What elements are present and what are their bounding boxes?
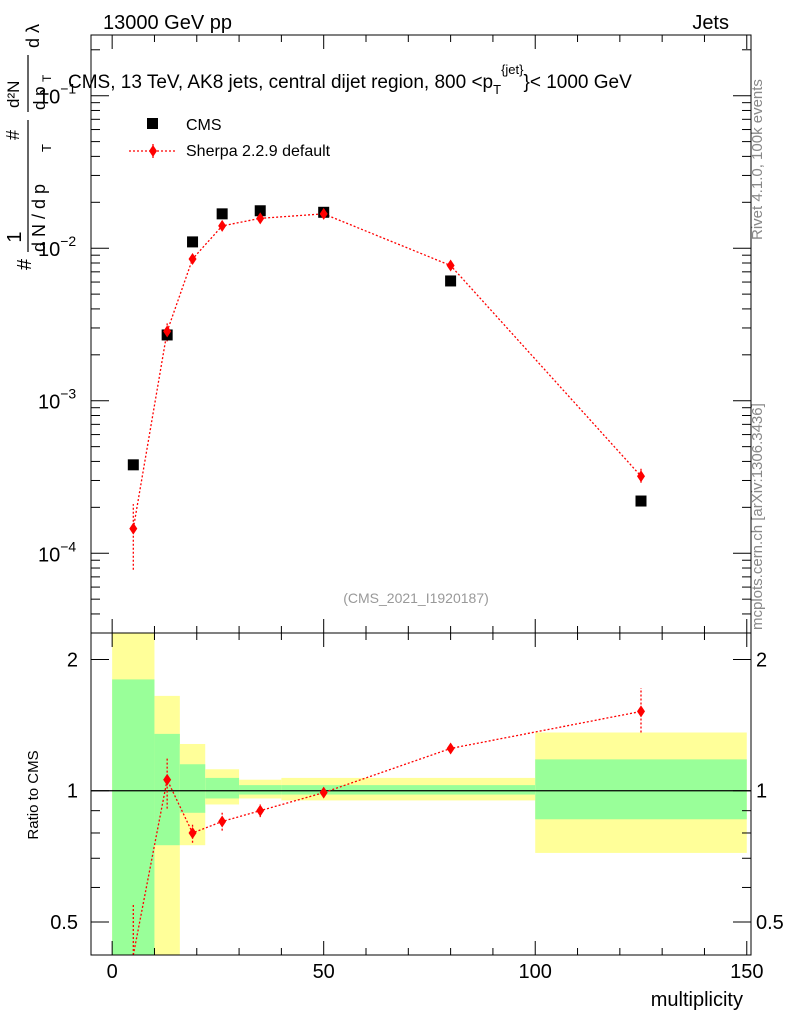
sherpa-point <box>163 325 172 338</box>
plot-title: CMS, 13 TeV, AK8 jets, central dijet reg… <box>68 62 632 97</box>
main-ytick-exponent: −3 <box>60 386 76 402</box>
ratio-sherpa-point <box>163 773 172 786</box>
ratio-sherpa-point <box>319 786 328 799</box>
legend: CMS Sherpa 2.2.9 default <box>129 117 331 160</box>
ratio-stat-uncertainty-band <box>239 785 282 795</box>
main-ytick-label: 10−3 <box>38 386 76 414</box>
xtick-label: 150 <box>730 961 763 983</box>
ratio-sherpa-line <box>132 710 642 956</box>
sherpa-point <box>218 219 227 232</box>
cms-point <box>216 208 228 220</box>
ratio-stat-uncertainty-band <box>154 733 180 846</box>
cms-point <box>187 236 199 248</box>
cms-point <box>127 459 139 471</box>
svg-text:#: # <box>14 258 36 270</box>
sherpa-point <box>129 522 138 535</box>
header-left: 13000 GeV pp <box>103 12 232 34</box>
svg-text:T: T <box>40 74 54 82</box>
xtick-label: 100 <box>519 961 552 983</box>
legend-sherpa-marker <box>149 145 157 157</box>
rivet-version-label: Rivet 4.1.0, 100k events <box>749 79 766 240</box>
svg-text:T: T <box>39 144 54 152</box>
sherpa-point <box>319 207 328 220</box>
sherpa-point <box>188 252 197 265</box>
sherpa-point <box>256 212 265 225</box>
ratio-sherpa-point <box>218 815 227 828</box>
ratio-sherpa-point <box>256 804 265 817</box>
svg-text:1: 1 <box>4 231 26 242</box>
ratio-stat-uncertainty-band <box>205 777 240 799</box>
analysis-watermark: (CMS_2021_I1920187) <box>343 590 489 606</box>
ratio-stat-uncertainty-band <box>179 764 206 813</box>
ratio-ytick-label-right: 1 <box>756 781 767 803</box>
legend-cms-label: CMS <box>186 117 222 134</box>
main-axes: 10−110−210−310−4 <box>38 35 751 634</box>
ratio-ytick-label-right: 0.5 <box>756 912 784 934</box>
sherpa-line <box>132 213 642 529</box>
svg-text:d p: d p <box>30 86 49 110</box>
ratio-stat-uncertainty-band <box>535 759 747 820</box>
legend-sherpa-label: Sherpa 2.2.9 default <box>186 143 331 160</box>
ratio-sherpa-point <box>446 742 455 755</box>
main-ytick-label: 10−4 <box>38 538 76 566</box>
cms-point <box>635 495 647 507</box>
ratio-ytick-label: 1 <box>67 781 78 803</box>
main-series <box>127 205 647 570</box>
ratio-series <box>132 688 645 956</box>
ratio-ytick-label: 2 <box>67 649 78 671</box>
xtick-label: 50 <box>313 961 335 983</box>
ratio-sherpa-point <box>188 826 197 839</box>
cms-point <box>254 205 266 217</box>
svg-text:d λ: d λ <box>23 24 43 48</box>
ratio-sherpa-point <box>637 705 645 718</box>
cms-point <box>445 275 457 287</box>
ratio-ytick-label-right: 2 <box>756 649 767 671</box>
ratio-stat-uncertainty-band <box>281 785 536 795</box>
main-ytick-exponent: −4 <box>60 538 76 554</box>
main-ylabel: # 1 d N / d p T # d²N d p T d λ <box>3 24 54 270</box>
xlabel: multiplicity <box>651 989 743 1011</box>
legend-cms-marker <box>147 118 158 129</box>
ratio-plot-frame <box>90 632 752 956</box>
svg-text:#: # <box>3 130 23 140</box>
main-ytick-exponent: −2 <box>60 233 76 249</box>
ratio-ylabel: Ratio to CMS <box>25 750 42 839</box>
mcplots-label: mcplots.cern.ch [arXiv:1306.3436] <box>749 403 766 630</box>
svg-text:d N / d p: d N / d p <box>29 184 49 252</box>
ratio-bands <box>112 633 747 955</box>
svg-text:d²N: d²N <box>4 81 23 108</box>
ratio-axes: 0.5 0.5 1 1 2 2 0 50 100 150 <box>50 633 784 983</box>
sherpa-point <box>446 259 455 272</box>
main-ytick-exponent: −1 <box>60 81 76 97</box>
ratio-ytick-label: 0.5 <box>50 912 78 934</box>
sherpa-point <box>637 470 645 483</box>
xtick-label: 0 <box>107 961 118 983</box>
header-right: Jets <box>692 12 729 34</box>
